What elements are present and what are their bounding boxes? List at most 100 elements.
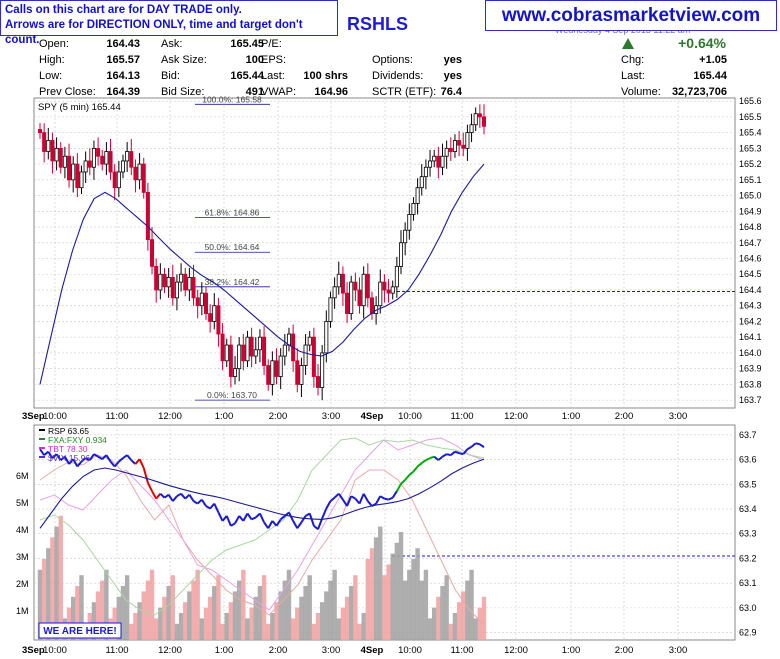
rsp-y-tick-label: 63.5 <box>739 479 757 489</box>
volume-bar <box>174 623 180 640</box>
rsp-price-segment <box>55 453 62 461</box>
volume-tick-label: 5M <box>16 498 29 508</box>
price-y-tick-label: 164.4 <box>739 285 762 295</box>
price-candle-body <box>369 297 374 314</box>
rsp-price-segment <box>97 455 103 460</box>
rsp-price-segment <box>172 495 178 502</box>
volume-bar <box>120 586 126 640</box>
rsp-price-segment <box>379 495 385 500</box>
bid-label: Bid: <box>161 70 180 82</box>
volume-bar <box>473 618 478 640</box>
volume-tick-label: 2M <box>16 579 29 589</box>
price-candle-body <box>382 281 387 291</box>
last-shares-value: 100 shrs <box>303 70 348 82</box>
price-candle-body <box>228 344 233 377</box>
price-candle-body <box>224 344 229 362</box>
prev-close-value: 164.39 <box>106 86 140 98</box>
price-candle-body <box>266 365 271 385</box>
price-candle-body <box>432 155 437 162</box>
volume-bar <box>257 586 263 640</box>
volume-bar <box>104 569 109 640</box>
price-candle-body <box>361 273 366 307</box>
price-x-tick-label: 4Sep <box>361 411 384 422</box>
price-x-tick-label: 2:00 <box>269 411 288 422</box>
low-label: Low: <box>39 70 63 82</box>
volume-bar <box>386 564 391 640</box>
volume-bar <box>378 526 383 640</box>
eps-label: EPS: <box>261 54 287 66</box>
volume-bar <box>290 618 296 640</box>
price-chart-title: SPY (5 min) 165.44 <box>38 102 121 113</box>
brand-link[interactable]: www.cobrasmarketview.com <box>485 0 777 31</box>
rsp-x-tick-label: 11:00 <box>450 645 473 656</box>
price-candle-body <box>457 140 462 146</box>
price-candle-body <box>187 276 192 291</box>
volume-bar <box>261 575 267 640</box>
price-candle-body <box>316 376 321 388</box>
price-candle-body <box>477 113 482 118</box>
volume-bar <box>365 559 371 640</box>
rsp-price-segment <box>142 467 149 484</box>
volume-bar <box>349 586 354 640</box>
volume-bar <box>212 586 217 640</box>
volume-bar <box>303 586 308 640</box>
price-candle-body <box>141 163 146 193</box>
fib-level-label: 50.0%: 164.64 <box>205 242 260 252</box>
price-candle-body <box>125 151 130 162</box>
volume-bar <box>149 569 155 640</box>
volume-bar <box>315 613 321 640</box>
price-y-tick-label: 163.8 <box>739 379 762 389</box>
bid-value: 165.44 <box>230 70 264 82</box>
rsp-y-tick-label: 63.2 <box>739 553 757 563</box>
rsp-price-segment <box>230 522 236 527</box>
price-x-tick-label: 3:00 <box>669 411 688 422</box>
rsp-y-tick-label: 63.6 <box>739 455 757 465</box>
sctr-value: 76.4 <box>440 86 462 98</box>
price-moving-average-line <box>39 163 485 385</box>
price-candle-body <box>195 297 200 307</box>
price-y-tick-label: 164.1 <box>739 332 762 342</box>
volume-bar <box>307 575 312 640</box>
rsp-price-segment <box>263 521 270 529</box>
price-x-tick-label: 3Sep <box>22 411 45 422</box>
price-y-tick-label: 164.3 <box>739 301 762 311</box>
volume-bar <box>41 559 47 640</box>
volume-bar <box>183 602 188 640</box>
price-candle-body <box>241 344 246 362</box>
price-candle-body <box>191 276 196 299</box>
fib-level-label: 0.0%: 163.70 <box>207 390 257 400</box>
price-y-tick-label: 164.8 <box>739 222 762 232</box>
percent-change: +0.64% <box>678 35 726 51</box>
volume-bar <box>361 613 366 640</box>
rsp-price-segment <box>159 492 166 499</box>
price-candle-body <box>104 151 109 165</box>
rsp-price-segment <box>64 456 70 465</box>
price-candle-body <box>253 349 258 357</box>
volume-bar <box>407 569 412 640</box>
volume-bar <box>207 596 213 640</box>
volume-bar <box>203 607 209 640</box>
volume-bar <box>440 586 445 640</box>
volume-bar <box>153 618 159 640</box>
high-label: High: <box>39 54 65 66</box>
dividends-label: Dividends: <box>372 70 424 82</box>
price-candle-body <box>286 333 291 346</box>
rsp-price-segment <box>271 520 278 527</box>
price-y-tick-label: 164.5 <box>739 269 762 279</box>
volume-bar <box>436 596 441 640</box>
rsp-price-segment <box>404 474 411 481</box>
day-trade-notice: Calls on this chart are for DAY TRADE on… <box>0 0 338 46</box>
rsp-price-segment <box>146 482 153 492</box>
rsp-price-segment <box>300 515 307 523</box>
volume-bar <box>477 607 483 640</box>
rsp-price-segment <box>400 479 406 485</box>
rsp-price-segment <box>80 457 87 463</box>
tbt-comparison-line <box>39 454 485 626</box>
volume-bar <box>299 596 304 640</box>
rsp-price-segment <box>118 457 124 463</box>
volume-bar <box>390 553 395 640</box>
volume-bar <box>419 580 424 640</box>
price-y-tick-label: 164.7 <box>739 238 762 248</box>
volume-bar <box>328 580 333 640</box>
rsp-price-segment <box>39 448 45 456</box>
